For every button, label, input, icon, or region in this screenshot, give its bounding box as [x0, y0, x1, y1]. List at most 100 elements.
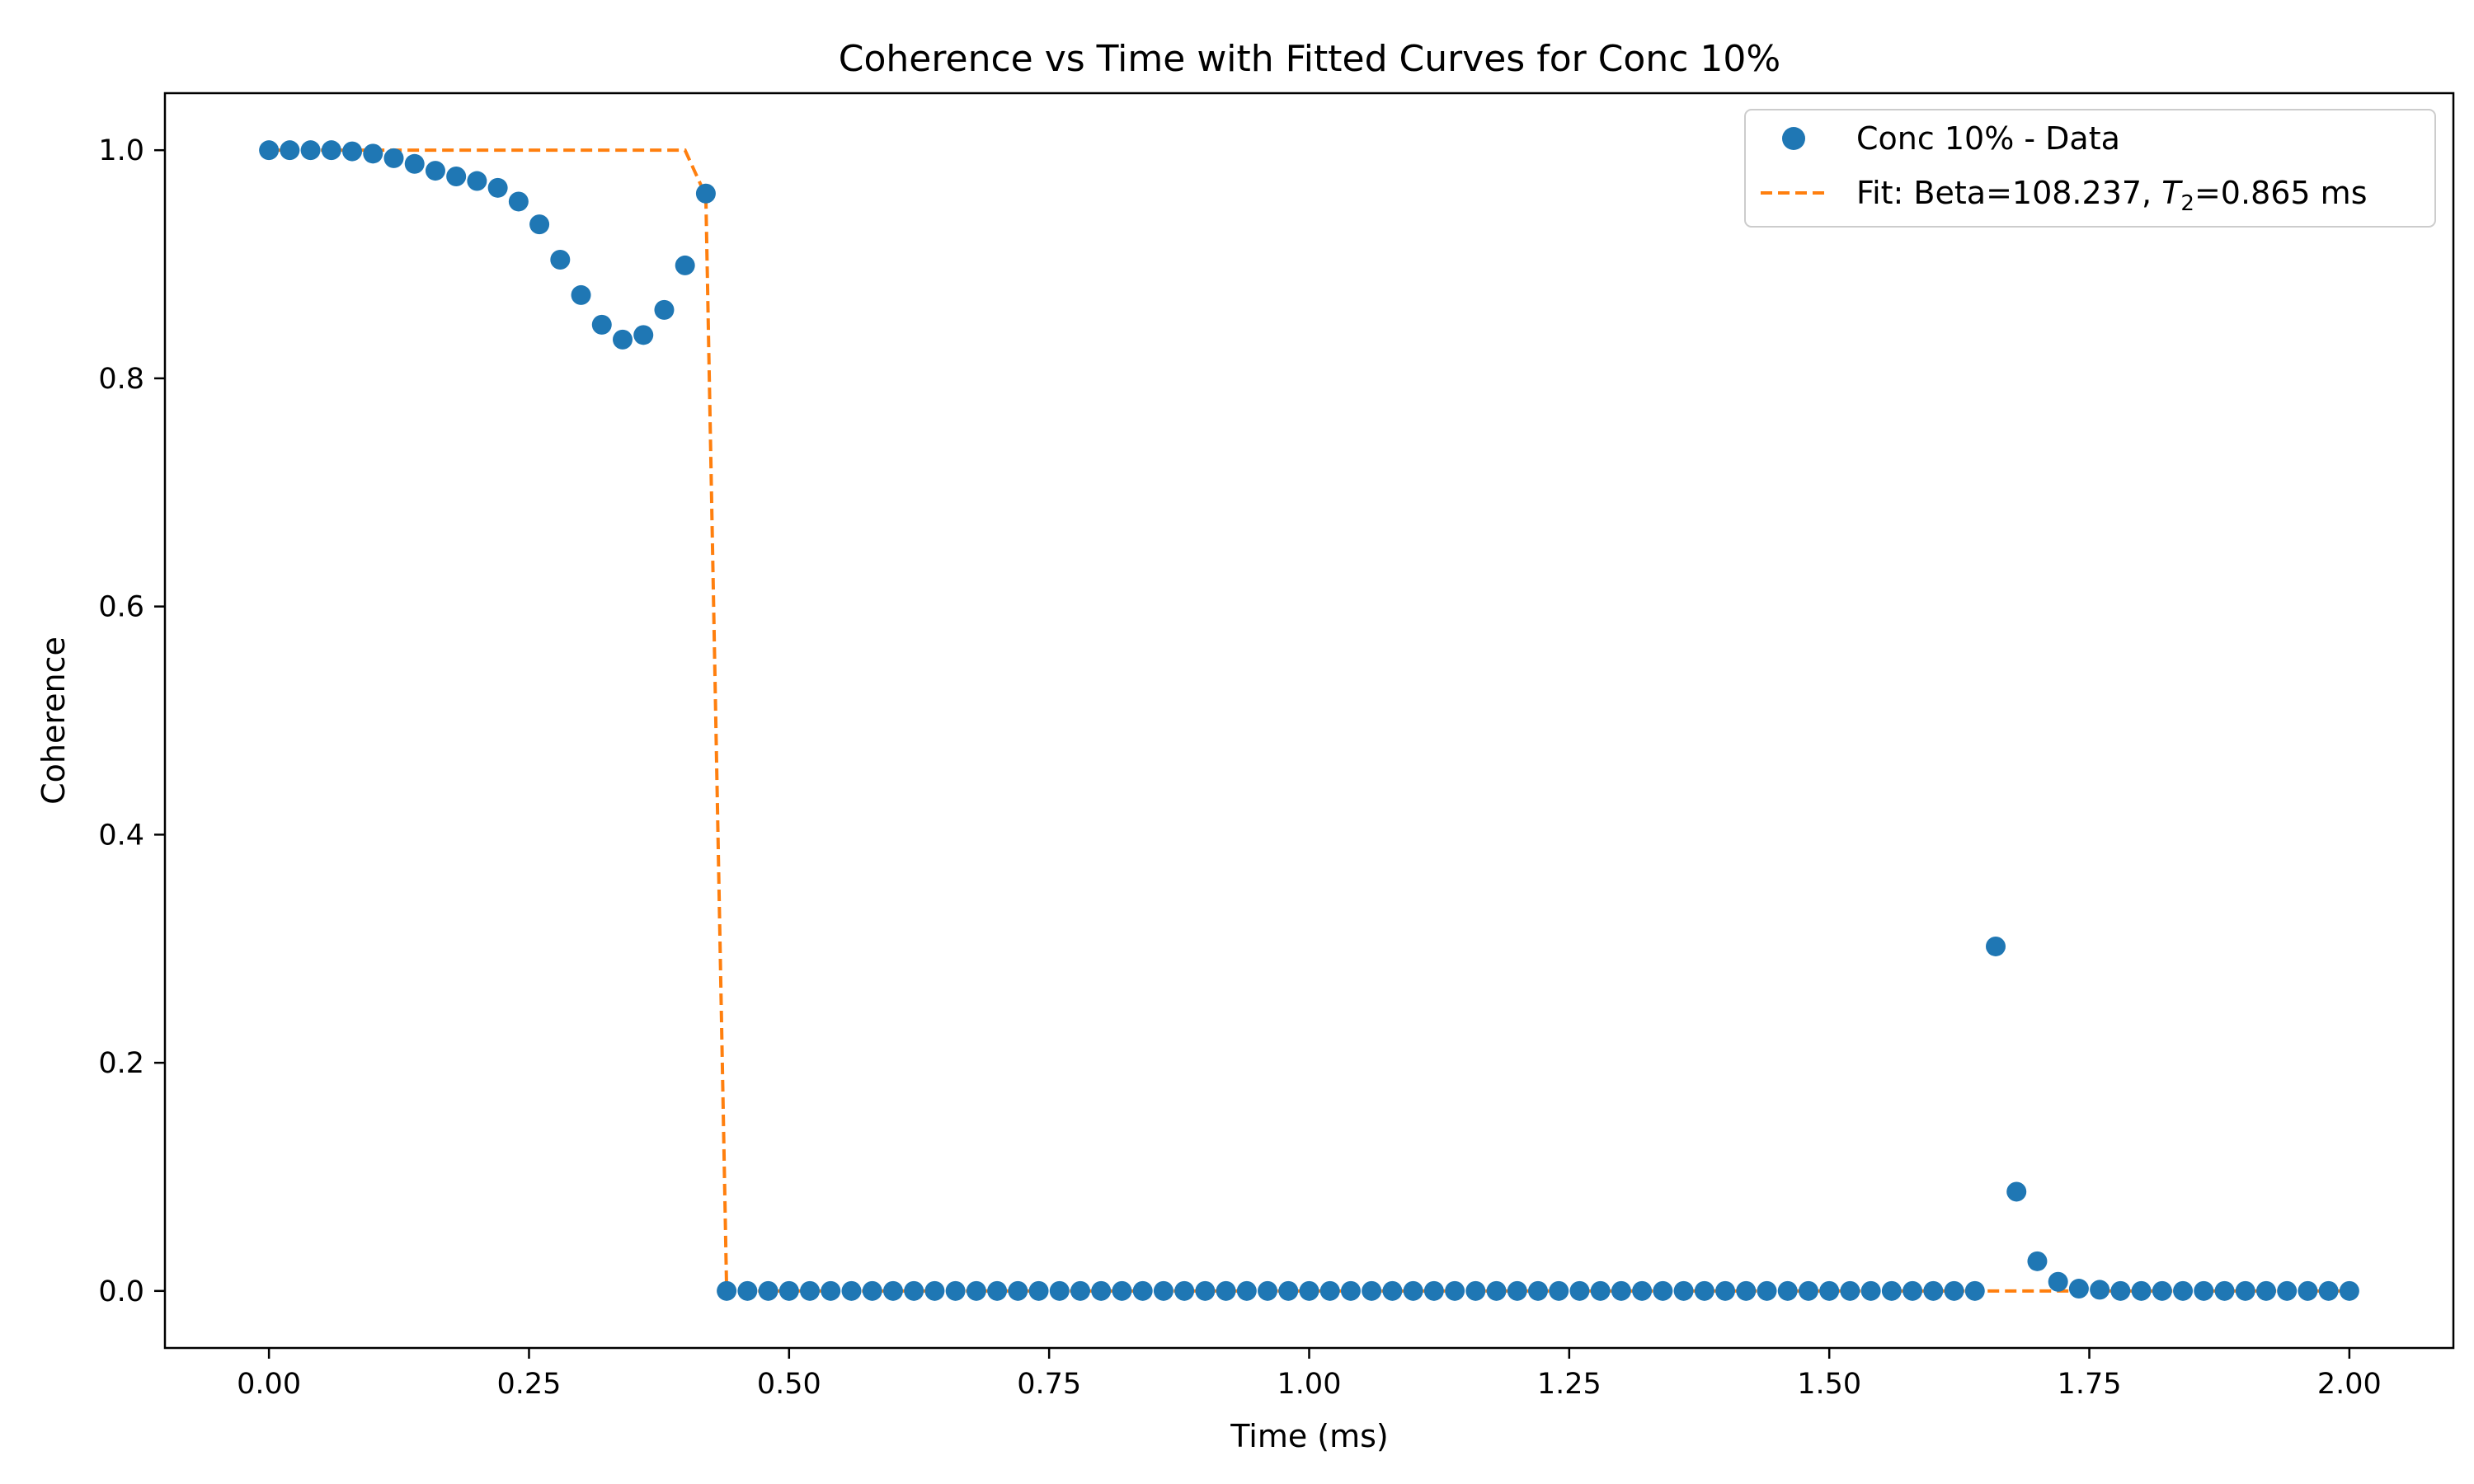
- x-tick-label: 1.75: [2058, 1368, 2122, 1401]
- data-point: [2090, 1280, 2110, 1300]
- data-point: [1986, 936, 2006, 956]
- data-point: [1049, 1280, 1070, 1301]
- data-point: [425, 161, 445, 181]
- data-point: [1236, 1280, 1257, 1301]
- data-point: [591, 314, 612, 335]
- data-point: [1777, 1280, 1798, 1301]
- data-point: [1632, 1280, 1653, 1301]
- data-point: [1673, 1280, 1694, 1301]
- data-point: [1445, 1280, 1465, 1301]
- data-point: [1694, 1280, 1714, 1301]
- y-axis: 0.0 0.2 0.4 0.6 0.8 1.0: [98, 134, 165, 1308]
- data-point: [342, 141, 363, 162]
- data-point: [300, 140, 321, 161]
- data-point: [1507, 1280, 1527, 1301]
- data-point: [841, 1280, 862, 1301]
- x-tick-label: 1.00: [1277, 1368, 1342, 1401]
- data-point: [1258, 1280, 1278, 1301]
- data-point: [675, 255, 695, 275]
- data-point: [2318, 1280, 2339, 1301]
- legend-label-fit: Fit: Beta=108.237, T2=0.865 ms: [1856, 175, 2368, 216]
- data-point: [2255, 1280, 2276, 1301]
- data-point: [1715, 1280, 1736, 1301]
- x-axis-label: Time (ms): [1230, 1418, 1389, 1454]
- data-point: [987, 1280, 1008, 1301]
- data-point: [2298, 1280, 2318, 1301]
- data-point: [1403, 1280, 1423, 1301]
- data-point: [321, 140, 341, 161]
- data-point: [550, 250, 571, 270]
- data-point: [1132, 1280, 1153, 1301]
- plot-area: [163, 92, 2455, 1350]
- data-point: [508, 191, 529, 212]
- x-tick-label: 0.75: [1017, 1368, 1081, 1401]
- data-point: [1653, 1280, 1673, 1301]
- legend-label-data: Conc 10% - Data: [1856, 120, 2120, 157]
- data-point: [1340, 1280, 1361, 1301]
- data-point: [2068, 1279, 2089, 1299]
- data-point: [1736, 1280, 1757, 1301]
- data-point: [1319, 1280, 1340, 1301]
- data-point: [778, 1280, 799, 1301]
- data-point: [1798, 1280, 1818, 1301]
- data-point: [1964, 1280, 1985, 1301]
- data-point: [1382, 1280, 1403, 1301]
- chart-title: Coherence vs Time with Fitted Curves for…: [839, 38, 1780, 80]
- y-tick-label: 0.0: [98, 1275, 144, 1308]
- y-tick-label: 0.8: [98, 363, 144, 396]
- data-point: [280, 140, 300, 161]
- data-point: [2131, 1280, 2152, 1301]
- data-point: [1923, 1280, 1944, 1301]
- data-point: [2235, 1280, 2255, 1301]
- data-point: [1423, 1280, 1444, 1301]
- data-point: [1486, 1280, 1507, 1301]
- x-tick-label: 0.25: [497, 1368, 562, 1401]
- data-point: [404, 153, 425, 174]
- data-point: [2048, 1271, 2068, 1292]
- data-point: [1008, 1280, 1028, 1301]
- data-point: [1153, 1280, 1174, 1301]
- data-point: [2006, 1181, 2027, 1202]
- data-point: [363, 143, 383, 164]
- data-point: [966, 1280, 986, 1301]
- x-axis: 0.00 0.25 0.50 0.75 1.00 1.25 1.50 1.75 2.00: [237, 1348, 2382, 1401]
- data-point: [1903, 1280, 1923, 1301]
- data-point: [1091, 1280, 1112, 1301]
- data-point: [1944, 1280, 1964, 1301]
- data-point: [1195, 1280, 1216, 1301]
- data-point: [446, 167, 467, 187]
- data-point: [1881, 1280, 1902, 1301]
- data-point: [2194, 1280, 2214, 1301]
- axes-frame: [163, 92, 2455, 1350]
- data-point: [737, 1280, 758, 1301]
- data-point: [821, 1280, 841, 1301]
- y-tick-label: 0.4: [98, 819, 144, 852]
- data-point: [1840, 1280, 1860, 1301]
- data-point: [1549, 1280, 1569, 1301]
- data-point: [2339, 1280, 2359, 1301]
- data-point: [1174, 1280, 1195, 1301]
- legend-box: [1744, 109, 2436, 228]
- data-point: [800, 1280, 821, 1301]
- data-point: [1362, 1280, 1382, 1301]
- data-point: [467, 171, 487, 191]
- data-point: [529, 214, 550, 235]
- data-point: [571, 284, 591, 305]
- data-point: [1590, 1280, 1611, 1301]
- data-point: [717, 1280, 737, 1301]
- data-point: [613, 329, 633, 350]
- data-point: [1569, 1280, 1590, 1301]
- data-point: [2110, 1280, 2131, 1301]
- x-tick-label: 2.00: [2317, 1368, 2382, 1401]
- data-point: [487, 177, 508, 198]
- data-point: [2152, 1280, 2172, 1301]
- y-tick-label: 0.6: [98, 591, 144, 624]
- y-tick-label: 0.2: [98, 1047, 144, 1080]
- data-point: [1528, 1280, 1548, 1301]
- data-point: [695, 183, 716, 204]
- data-point: [862, 1280, 882, 1301]
- data-point: [904, 1280, 924, 1301]
- data-point: [1070, 1280, 1090, 1301]
- data-point: [383, 148, 404, 168]
